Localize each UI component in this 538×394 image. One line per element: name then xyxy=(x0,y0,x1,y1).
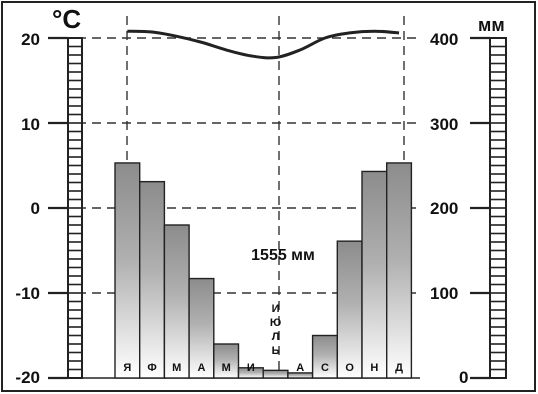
month-label: С xyxy=(321,362,329,374)
month-label-july-letter: И xyxy=(272,303,280,315)
precipitation-bar xyxy=(386,162,413,379)
month-label: А xyxy=(296,362,304,374)
precipitation-bar xyxy=(188,277,215,379)
precipitation-bar xyxy=(361,170,388,379)
right-tick-label: 100 xyxy=(430,284,458,303)
precipitation-bar xyxy=(213,343,240,379)
month-label: М xyxy=(222,362,231,374)
left-tick-label: 0 xyxy=(31,199,40,218)
month-label: Н xyxy=(370,362,378,374)
temperature-series xyxy=(127,29,400,60)
month-label-july-letter: Ь xyxy=(272,345,280,357)
month-label: Д xyxy=(395,362,403,374)
month-label: М xyxy=(172,362,181,374)
precipitation-bar xyxy=(138,180,166,379)
month-label: А xyxy=(197,362,205,374)
temperature-scale-ruler xyxy=(48,36,83,380)
month-label-july-letter: Ю xyxy=(270,317,281,329)
temperature-unit-label: °C xyxy=(52,4,81,34)
right-tick-label: 400 xyxy=(430,30,458,49)
precipitation-scale-ruler xyxy=(470,36,507,380)
precipitation-bar xyxy=(114,162,141,379)
month-label: Я xyxy=(123,362,131,374)
precipitation-bar xyxy=(163,224,190,379)
total-precipitation-label: 1555 мм xyxy=(251,247,315,264)
right-tick-label: 200 xyxy=(430,199,458,218)
month-label-july-letter: Л xyxy=(272,331,280,343)
precipitation-bar xyxy=(262,369,289,379)
month-label: О xyxy=(345,362,354,374)
left-tick-label: 10 xyxy=(21,115,40,134)
left-tick-label: 20 xyxy=(21,30,40,49)
temperature-line xyxy=(127,29,400,60)
precipitation-bars xyxy=(114,162,413,379)
precipitation-bar xyxy=(311,334,339,379)
month-label: И xyxy=(247,362,255,374)
precipitation-unit-label: мм xyxy=(478,15,505,35)
right-tick-label: 300 xyxy=(430,115,458,134)
precipitation-bar xyxy=(336,240,363,379)
left-tick-label: -20 xyxy=(15,368,40,387)
right-tick-label: 0 xyxy=(459,368,468,387)
month-label: Ф xyxy=(147,362,156,374)
left-tick-label: -10 xyxy=(15,284,40,303)
